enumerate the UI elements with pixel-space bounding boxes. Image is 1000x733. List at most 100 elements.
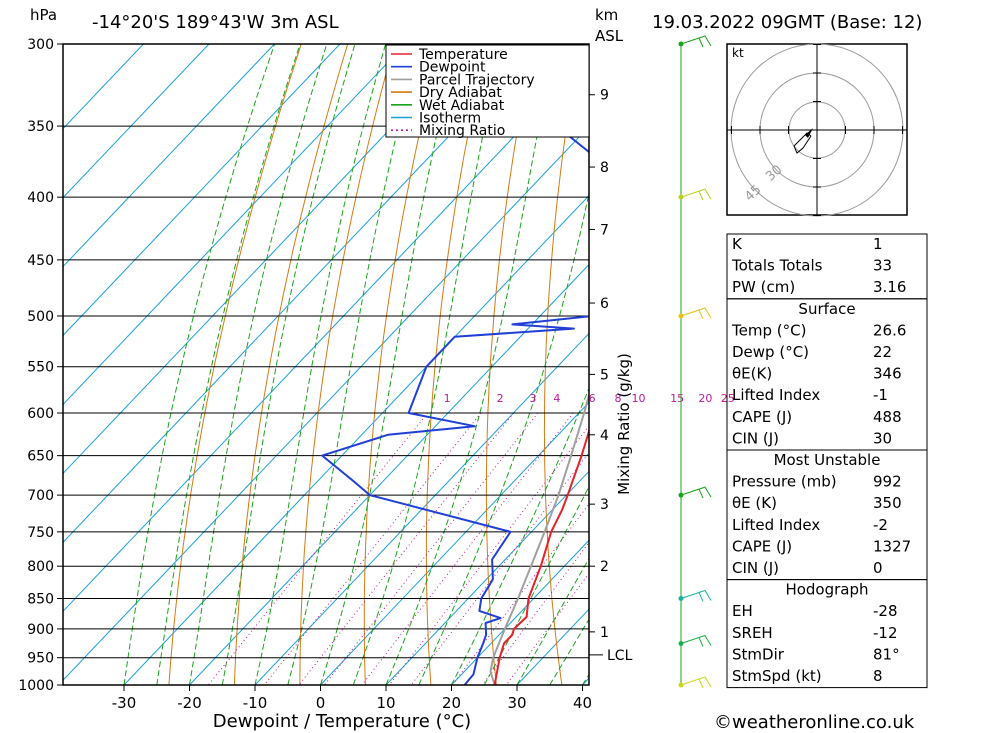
index-value: 1327 [873, 537, 911, 555]
mixing-ratio-label: 25 [721, 392, 735, 405]
pressure-tick-label: 850 [27, 591, 54, 607]
x-tick-label: -10 [243, 694, 268, 712]
index-value: 26.6 [873, 321, 906, 339]
index-value: 8 [873, 667, 883, 685]
isotherm-line [189, 263, 589, 685]
pressure-tick-label: 750 [27, 525, 54, 541]
index-value: 488 [873, 408, 902, 426]
wet-adiabat-line [221, 44, 356, 685]
mixing-ratio-labels: 1 2 3 4 6 8 10 15 20 25 [444, 392, 735, 405]
index-label: StmSpd (kt) [732, 667, 822, 685]
index-value: 992 [873, 473, 902, 491]
index-value: -28 [873, 602, 898, 620]
height-tick-label: 1 [600, 625, 609, 641]
temperature-axis: -30 -20 -10 0 10 20 30 40 [112, 685, 592, 712]
pressure-tick-label: 950 [27, 651, 54, 667]
wind-barb [678, 486, 712, 499]
location-title: -14°20'S 189°43'W 3m ASL [92, 12, 339, 33]
index-label: StmDir [732, 645, 785, 663]
height-tick-label: 2 [600, 559, 609, 575]
dry-adiabat-line [485, 44, 534, 685]
index-label: θE (K) [732, 494, 777, 512]
pressure-tick-label: 500 [27, 309, 54, 325]
pressure-tick-label: 400 [27, 190, 54, 206]
index-value: 350 [873, 494, 902, 512]
wet-adiabat-line [483, 485, 589, 685]
lcl-label: LCL [607, 648, 633, 664]
index-value: -2 [873, 516, 888, 534]
pressure-tick-label: 650 [27, 449, 54, 465]
pressure-tick-label: 700 [27, 488, 54, 504]
index-value: 30 [873, 429, 892, 447]
mixing-ratio-label: 3 [529, 392, 536, 405]
index-value: 0 [873, 559, 883, 577]
x-tick-label: -20 [177, 694, 202, 712]
index-label: Totals Totals [731, 257, 823, 275]
isotherm-line [63, 56, 589, 613]
mixing-ratio-label: 8 [614, 392, 621, 405]
x-tick-label: 40 [573, 694, 592, 712]
index-value: 81° [873, 645, 900, 663]
legend-label: Parcel Trajectory [419, 72, 535, 88]
temperature-profile [493, 427, 589, 685]
pressure-axis: 300 350 400 450 500 550 600 650 700 750 800 850 900 9… [18, 37, 63, 694]
wind-barb [678, 307, 712, 320]
dry-adiabat-line [951, 26, 1000, 685]
height-unit-sub-label: ASL [595, 27, 624, 45]
index-value: 1 [873, 235, 883, 253]
wind-barb [678, 188, 712, 201]
index-label: SREH [732, 624, 773, 642]
index-label: Temp (°C) [731, 321, 806, 339]
height-tick-label: 4 [600, 428, 609, 444]
x-tick-label: -30 [112, 694, 137, 712]
index-label: PW (cm) [732, 278, 795, 296]
mixing-ratio-label: 6 [589, 392, 596, 405]
hodograph-unit-label: kt [732, 46, 744, 60]
isotherm-line [254, 332, 589, 685]
index-label: θE(K) [732, 365, 772, 383]
index-label: CIN (J) [732, 559, 779, 577]
mixing-ratio-line [410, 451, 589, 685]
legend-label: Wet Adiabat [419, 98, 505, 114]
index-label: Dewp (°C) [732, 343, 809, 361]
isotherm-line [320, 401, 589, 685]
height-tick-label: 7 [600, 222, 609, 238]
pressure-tick-label: 450 [27, 253, 54, 269]
height-tick-label: 5 [600, 367, 609, 383]
isotherm-line [63, 44, 275, 268]
legend-label: Mixing Ratio [419, 123, 505, 139]
pressure-tick-label: 550 [27, 360, 54, 376]
height-unit-label: km [595, 6, 618, 24]
height-tick-label: 9 [600, 88, 609, 104]
wet-adiabat-line [352, 44, 503, 685]
x-tick-label: 10 [376, 694, 395, 712]
pressure-tick-label: 1000 [18, 678, 54, 694]
pressure-tick-label: 300 [27, 37, 54, 53]
mixing-ratio-label: 20 [698, 392, 712, 405]
pressure-unit-label: hPa [30, 6, 57, 24]
wind-barb [678, 35, 712, 48]
index-label: Pressure (mb) [732, 473, 837, 491]
wet-adiabat-line [451, 386, 589, 685]
storm-motion-arrow [805, 128, 813, 138]
wind-barb [678, 589, 712, 602]
isotherm-line [63, 44, 341, 337]
dry-adiabat-line [233, 44, 349, 685]
height-tick-label: 6 [600, 296, 609, 312]
isotherm-line [385, 470, 589, 685]
mixing-ratio-label: 15 [670, 392, 684, 405]
height-tick-label: 3 [600, 497, 609, 513]
index-section-title: Surface [798, 300, 855, 318]
wet-adiabat-line [156, 44, 301, 685]
wind-barb [678, 676, 712, 689]
legend-label: Temperature [418, 47, 508, 63]
legend-label: Dry Adiabat [419, 85, 502, 101]
isotherm-line [63, 44, 472, 475]
pressure-tick-label: 600 [27, 406, 54, 422]
wet-adiabat-line [418, 190, 589, 685]
dry-adiabat-line [655, 26, 693, 685]
